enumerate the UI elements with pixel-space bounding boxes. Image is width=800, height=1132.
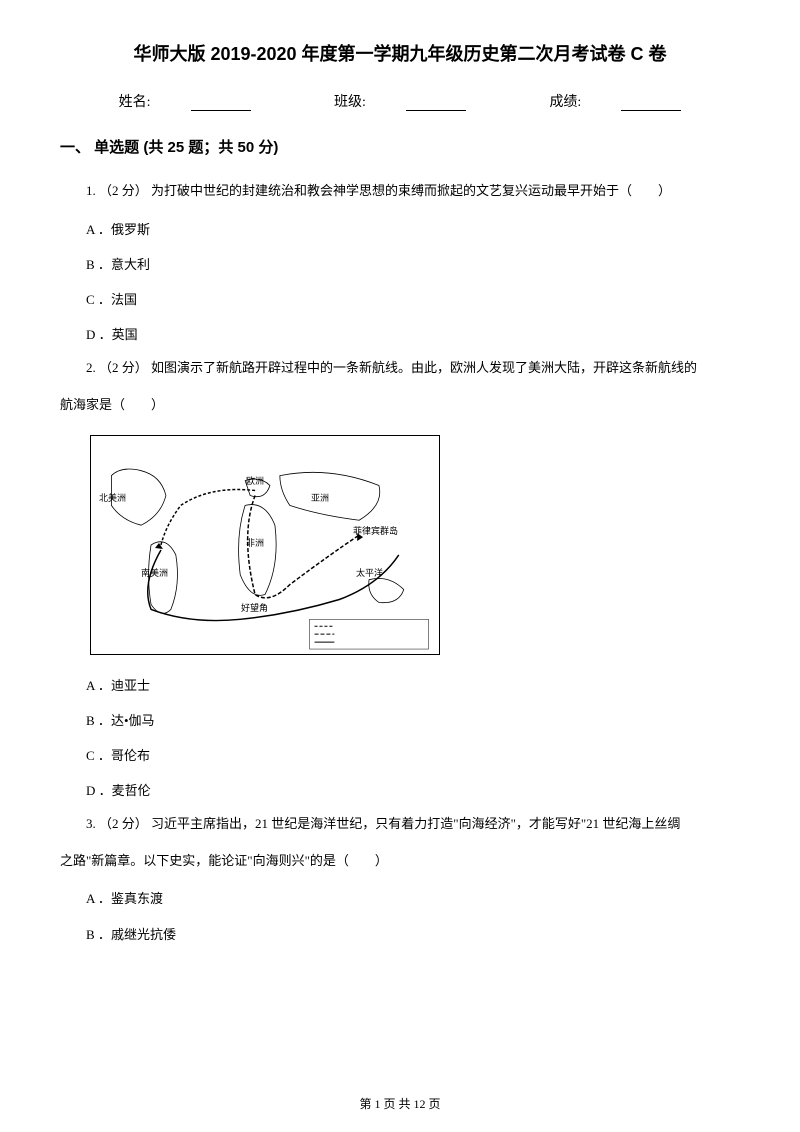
question-3: 3. （2 分） 习近平主席指出，21 世纪是海洋世纪，只有着力打造"向海经济"… — [60, 810, 740, 839]
class-blank — [406, 97, 466, 111]
map-svg — [91, 436, 439, 654]
page-footer: 第 1 页 共 12 页 — [0, 1095, 800, 1112]
q1-option-c: C ．法国 — [60, 284, 740, 315]
q1-option-a: A ．俄罗斯 — [60, 214, 740, 245]
name-blank — [191, 97, 251, 111]
question-2: 2. （2 分） 如图演示了新航路开辟过程中的一条新航线。由此，欧洲人发现了美洲… — [60, 354, 740, 383]
q2-option-d: D ．麦哲伦 — [60, 775, 740, 806]
exam-title: 华师大版 2019-2020 年度第一学期九年级历史第二次月考试卷 C 卷 — [60, 40, 740, 66]
q1-text: 为打破中世纪的封建统治和教会神学思想的束缚而掀起的文艺复兴运动最早开始于（ ） — [151, 183, 671, 198]
class-label: 班级: — [334, 95, 366, 110]
q3-option-b: B ．戚继光抗倭 — [60, 919, 740, 950]
question-2-line2: 航海家是（ ） — [60, 391, 740, 420]
class-field: 班级: — [314, 95, 489, 110]
map-label-ph: 菲律宾群岛 — [353, 524, 398, 537]
score-blank — [621, 97, 681, 111]
header-info: 姓名: 班级: 成绩: — [60, 91, 740, 111]
q2-text: 如图演示了新航路开辟过程中的一条新航线。由此，欧洲人发现了美洲大陆，开辟这条新航… — [151, 360, 697, 375]
q1-points: （2 分） — [99, 183, 148, 198]
map-label-af: 非洲 — [246, 536, 264, 549]
map-label-na: 北美洲 — [99, 491, 126, 504]
map-label-cape: 好望角 — [241, 601, 268, 614]
section-title: 一、 单选题 (共 25 题；共 50 分) — [60, 136, 740, 157]
q3-number: 3. — [86, 816, 96, 831]
q2-option-b: B ．达•伽马 — [60, 705, 740, 736]
world-map: 北美洲 南美洲 欧洲 非洲 亚洲 太平洋 好望角 菲律宾群岛 — [90, 435, 440, 655]
question-3-line2: 之路"新篇章。以下史实，能论证"向海则兴"的是（ ） — [60, 847, 740, 876]
map-label-pacific: 太平洋 — [356, 566, 383, 579]
q3-points: （2 分） — [99, 816, 148, 831]
score-label: 成绩: — [549, 95, 581, 110]
q3-option-a: A ．鉴真东渡 — [60, 883, 740, 914]
q2-option-a: A ．迪亚士 — [60, 670, 740, 701]
q2-option-c: C ．哥伦布 — [60, 740, 740, 771]
map-label-as: 亚洲 — [311, 491, 329, 504]
name-field: 姓名: — [99, 95, 274, 110]
map-label-sa: 南美洲 — [141, 566, 168, 579]
q2-number: 2. — [86, 360, 96, 375]
q1-number: 1. — [86, 183, 96, 198]
q1-option-b: B ．意大利 — [60, 249, 740, 280]
name-label: 姓名: — [119, 95, 151, 110]
q3-text: 习近平主席指出，21 世纪是海洋世纪，只有着力打造"向海经济"，才能写好"21 … — [151, 816, 680, 831]
score-field: 成绩: — [529, 95, 701, 110]
q2-points: （2 分） — [99, 360, 148, 375]
map-label-eu: 欧洲 — [246, 474, 264, 487]
q1-option-d: D ．英国 — [60, 319, 740, 350]
question-1: 1. （2 分） 为打破中世纪的封建统治和教会神学思想的束缚而掀起的文艺复兴运动… — [60, 177, 740, 206]
